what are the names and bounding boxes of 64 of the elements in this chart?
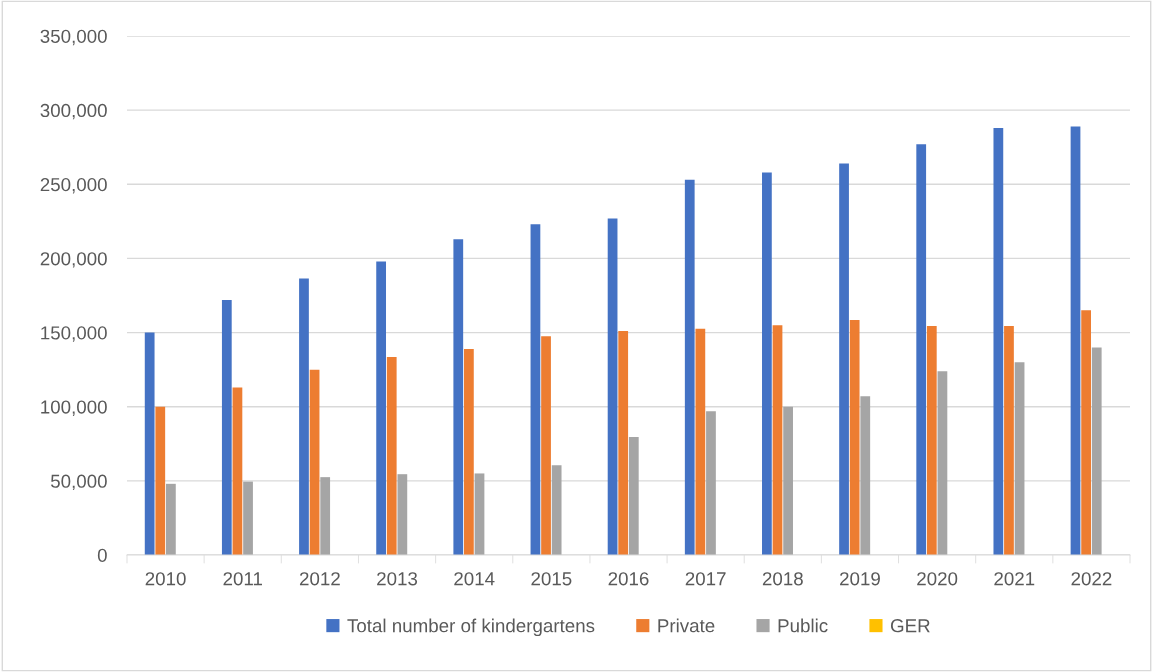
bar xyxy=(155,406,166,555)
y-tick-label: 100,000 xyxy=(41,400,107,416)
bar xyxy=(221,299,232,555)
bar xyxy=(849,319,860,555)
bar xyxy=(397,474,408,555)
bar xyxy=(1014,362,1025,555)
bar xyxy=(453,239,464,555)
x-tick-label: 2012 xyxy=(299,572,340,586)
bar xyxy=(706,411,716,555)
legend-label: Private xyxy=(658,618,715,633)
x-tick-label: 2021 xyxy=(994,572,1035,586)
x-tick-label: 2019 xyxy=(840,572,880,586)
x-tick-label: 2010 xyxy=(145,572,186,586)
legend-label: GER xyxy=(890,619,930,633)
x-tick-label: 2017 xyxy=(685,572,726,586)
bar xyxy=(1004,325,1014,555)
legend-label: Total number of kindergartens xyxy=(347,618,595,637)
bar xyxy=(376,261,387,555)
bar xyxy=(628,437,639,555)
bar xyxy=(299,278,309,555)
x-tick-label: 2014 xyxy=(454,572,495,586)
bar xyxy=(243,481,253,555)
bar xyxy=(618,331,629,555)
bar xyxy=(993,127,1004,555)
bar xyxy=(916,144,927,555)
bar xyxy=(166,483,176,555)
x-tick-label: 2022 xyxy=(1071,572,1112,586)
bar xyxy=(860,396,871,555)
x-tick-label: 2020 xyxy=(917,572,958,586)
x-tick-label: 2013 xyxy=(377,572,418,586)
bar xyxy=(474,473,485,555)
bar xyxy=(684,179,695,555)
bar xyxy=(386,357,397,555)
bar xyxy=(320,477,331,555)
bar xyxy=(772,325,783,555)
bar xyxy=(1091,347,1102,555)
y-tick-label: 150,000 xyxy=(41,326,107,342)
y-tick-label: 350,000 xyxy=(40,29,107,46)
bar xyxy=(783,406,793,555)
bar xyxy=(530,224,541,555)
y-tick-label: 300,000 xyxy=(40,103,107,120)
bar xyxy=(232,387,243,555)
bar xyxy=(607,218,618,555)
bar xyxy=(551,465,562,555)
bar xyxy=(937,371,948,555)
bar xyxy=(309,369,320,555)
x-tick-label: 2018 xyxy=(762,572,803,586)
bar xyxy=(464,348,474,555)
legend-label: Public xyxy=(778,618,828,633)
bar xyxy=(1081,310,1091,555)
bar xyxy=(926,325,937,555)
y-tick-label: 250,000 xyxy=(40,177,107,194)
x-tick-label: 2016 xyxy=(608,572,649,586)
bar xyxy=(695,328,706,555)
bar xyxy=(144,332,155,555)
y-tick-label: 200,000 xyxy=(40,252,107,268)
bar xyxy=(1070,126,1081,555)
x-tick-label: 2011 xyxy=(223,572,262,586)
y-tick-label: 50,000 xyxy=(50,474,107,491)
x-tick-label: 2015 xyxy=(531,572,572,586)
bar xyxy=(762,172,772,555)
bar xyxy=(541,336,551,555)
y-tick-label: 0 xyxy=(97,548,107,562)
bar xyxy=(839,163,849,555)
